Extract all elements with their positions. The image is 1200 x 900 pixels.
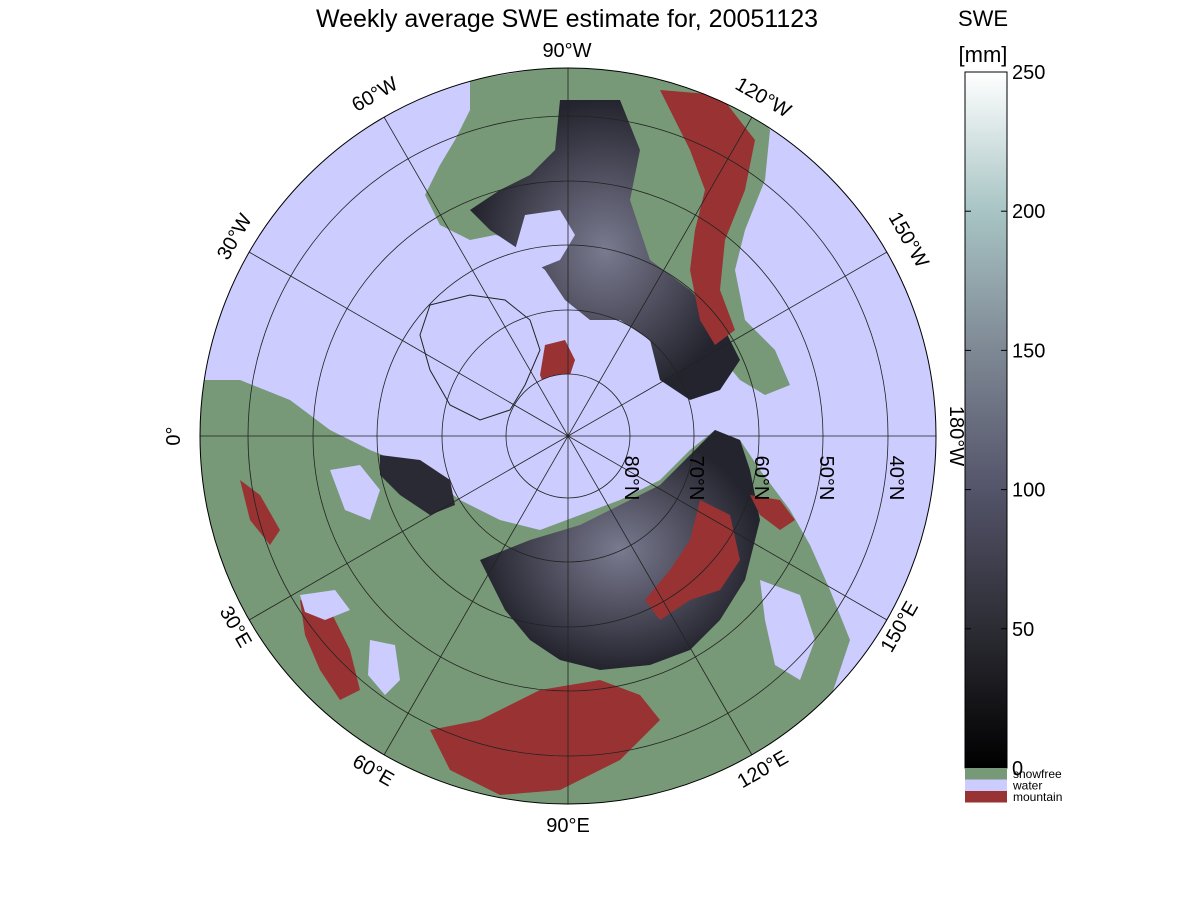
colorbar-gradient — [964, 71, 1008, 769]
mountain-scandinavia — [240, 480, 280, 545]
category-label-water: water — [1012, 779, 1042, 793]
colorbar: SWE [mm] 0 50 100 150 200 250 snowfreewatermo… — [958, 6, 1062, 804]
polar-map: 90°W 120°W 150°W 180°W 150°E 120°E 90°E … — [163, 40, 967, 837]
colorbar-tick-label: 100 — [1012, 480, 1045, 502]
lon-label-180w: 180°W — [945, 406, 967, 466]
greenland-outline — [419, 294, 541, 421]
snow-canada — [470, 100, 740, 400]
caspian-sea — [368, 640, 400, 695]
lon-label-90w: 90°W — [542, 40, 591, 62]
category-swatch-water — [965, 779, 1007, 791]
colorbar-tick-label: 0 — [1012, 758, 1023, 780]
lat-label-80n: 80°N — [620, 456, 642, 501]
colorbar-tick-label: 200 — [1012, 201, 1045, 223]
category-label-snowfree: snowfree — [1013, 767, 1062, 781]
colorbar-ticks: 0 50 100 150 200 250 — [965, 62, 1045, 780]
colorbar-tick-label: 150 — [1012, 340, 1045, 362]
lat-label-40n: 40°N — [885, 456, 907, 501]
colorbar-label-unit: [mm] — [959, 42, 1008, 67]
colorbar-label-swe: SWE — [958, 6, 1008, 31]
baltic-sea — [330, 465, 380, 520]
lon-label-60w: 60°W — [348, 73, 402, 117]
snow-siberia — [480, 430, 760, 670]
lon-label-0: 0° — [163, 426, 185, 445]
hudson-bay — [515, 210, 575, 270]
category-swatch-mountain — [965, 791, 1007, 803]
lat-label-70n: 70°N — [685, 456, 707, 501]
lat-label-50n: 50°N — [815, 456, 837, 501]
category-swatch-snowfree — [965, 768, 1007, 780]
mountain-east-siberia — [645, 500, 740, 620]
mountain-alaska — [750, 495, 795, 530]
chart-title: Weekly average SWE estimate for, 2005112… — [316, 5, 818, 33]
colorbar-tick-label: 50 — [1012, 619, 1034, 641]
category-label-mountain: mountain — [1013, 790, 1062, 804]
black-sea — [300, 590, 350, 620]
colorbar-tick-label: 250 — [1012, 62, 1045, 84]
snow-scandinavia — [380, 455, 455, 515]
lat-label-60n: 60°N — [750, 456, 772, 501]
map-boundary — [199, 67, 937, 805]
lon-label-90e: 90°E — [546, 815, 590, 837]
graticule — [200, 68, 936, 804]
mountain-central-asia — [430, 680, 660, 795]
latitude-labels: 80°N 70°N 60°N 50°N 40°N — [620, 456, 907, 501]
